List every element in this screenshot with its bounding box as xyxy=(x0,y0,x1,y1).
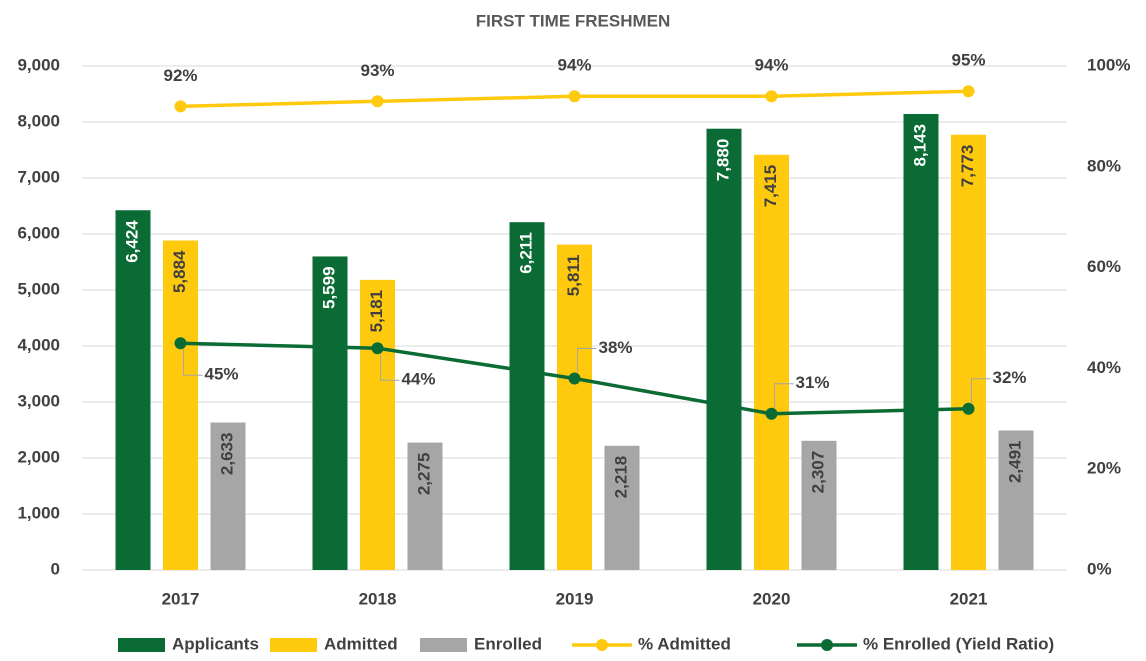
line-value-label: 45% xyxy=(205,365,239,384)
bar-value-label: 6,424 xyxy=(122,220,141,263)
bar-value-label: 2,491 xyxy=(1005,441,1024,484)
bar-value-label: 2,218 xyxy=(611,456,630,499)
bar xyxy=(210,422,246,570)
x-tick-label: 2017 xyxy=(162,589,200,608)
line-marker xyxy=(765,90,778,103)
y2-tick-label: 100% xyxy=(1087,55,1130,74)
y2-tick-label: 0% xyxy=(1087,559,1112,578)
bar xyxy=(407,442,443,570)
line-marker xyxy=(174,100,187,113)
line-value-label: 94% xyxy=(754,56,788,75)
bar xyxy=(903,113,939,570)
legend-label: % Enrolled (Yield Ratio) xyxy=(863,634,1054,653)
y-tick-label: 3,000 xyxy=(17,391,60,410)
bar xyxy=(998,430,1034,570)
x-tick-label: 2018 xyxy=(359,589,397,608)
y-tick-label: 4,000 xyxy=(17,335,60,354)
x-tick-label: 2021 xyxy=(950,589,988,608)
line-marker xyxy=(962,85,975,98)
bar xyxy=(312,256,348,570)
line-value-label: 31% xyxy=(796,373,830,392)
y-tick-label: 5,000 xyxy=(17,279,60,298)
line-value-label: 32% xyxy=(993,368,1027,387)
legend-swatch xyxy=(118,638,165,652)
bar xyxy=(951,134,986,570)
y-tick-label: 2,000 xyxy=(17,447,60,466)
y-tick-label: 8,000 xyxy=(17,111,60,130)
leader-line xyxy=(380,354,400,381)
leader-line xyxy=(183,349,203,376)
y2-tick-label: 80% xyxy=(1087,156,1121,175)
x-tick-label: 2020 xyxy=(753,589,791,608)
line-value-label: 93% xyxy=(360,61,394,80)
bar xyxy=(509,222,545,570)
y2-tick-label: 60% xyxy=(1087,257,1121,276)
line-value-label: 38% xyxy=(599,338,633,357)
line-value-label: 44% xyxy=(402,370,436,389)
bar xyxy=(115,210,151,571)
leader-line xyxy=(577,347,597,373)
bar-value-label: 7,880 xyxy=(713,139,732,182)
line-marker xyxy=(568,372,581,385)
line-marker xyxy=(371,95,384,108)
y-tick-label: 7,000 xyxy=(17,167,60,186)
line-marker xyxy=(371,342,384,355)
line-value-label: 95% xyxy=(951,51,985,70)
bar-value-label: 5,599 xyxy=(319,266,338,309)
bar xyxy=(801,440,837,570)
line-marker xyxy=(765,407,778,420)
y-tick-label: 1,000 xyxy=(17,503,60,522)
y-tick-label: 9,000 xyxy=(17,55,60,74)
bar-value-label: 8,143 xyxy=(910,124,929,167)
bar-value-label: 7,773 xyxy=(958,145,977,188)
bar xyxy=(754,154,789,570)
legend-swatch xyxy=(596,639,608,651)
legend-label: % Admitted xyxy=(638,634,731,653)
line-marker xyxy=(174,337,187,350)
line-value-label: 92% xyxy=(163,66,197,85)
bar xyxy=(163,240,198,570)
bar-value-label: 7,415 xyxy=(761,165,780,208)
x-tick-label: 2019 xyxy=(556,589,594,608)
leader-line xyxy=(774,383,794,408)
bar-value-label: 6,211 xyxy=(516,232,535,274)
legend-label: Applicants xyxy=(172,634,259,653)
leader-line xyxy=(971,378,991,403)
y2-tick-label: 20% xyxy=(1087,459,1121,478)
legend-label: Admitted xyxy=(324,634,398,653)
legend-swatch xyxy=(270,638,317,652)
chart-title: FIRST TIME FRESHMEN xyxy=(476,11,671,30)
bar-value-label: 5,884 xyxy=(170,250,189,293)
bar xyxy=(360,279,395,570)
bar-value-label: 5,811 xyxy=(564,255,583,297)
bar xyxy=(706,128,742,570)
bar xyxy=(557,244,592,571)
legend-swatch xyxy=(821,639,833,651)
bar xyxy=(604,445,640,570)
y-tick-label: 0 xyxy=(51,559,60,578)
legend-label: Enrolled xyxy=(474,634,542,653)
legend-swatch xyxy=(420,638,467,652)
y-tick-label: 6,000 xyxy=(17,223,60,242)
bar-value-label: 2,275 xyxy=(414,453,433,496)
y2-tick-label: 40% xyxy=(1087,358,1121,377)
line-marker xyxy=(962,402,975,415)
line-value-label: 94% xyxy=(557,56,591,75)
bar-value-label: 5,181 xyxy=(367,290,386,333)
bar-value-label: 2,633 xyxy=(217,433,236,476)
bar-value-label: 2,307 xyxy=(808,451,827,494)
line-marker xyxy=(568,90,581,103)
